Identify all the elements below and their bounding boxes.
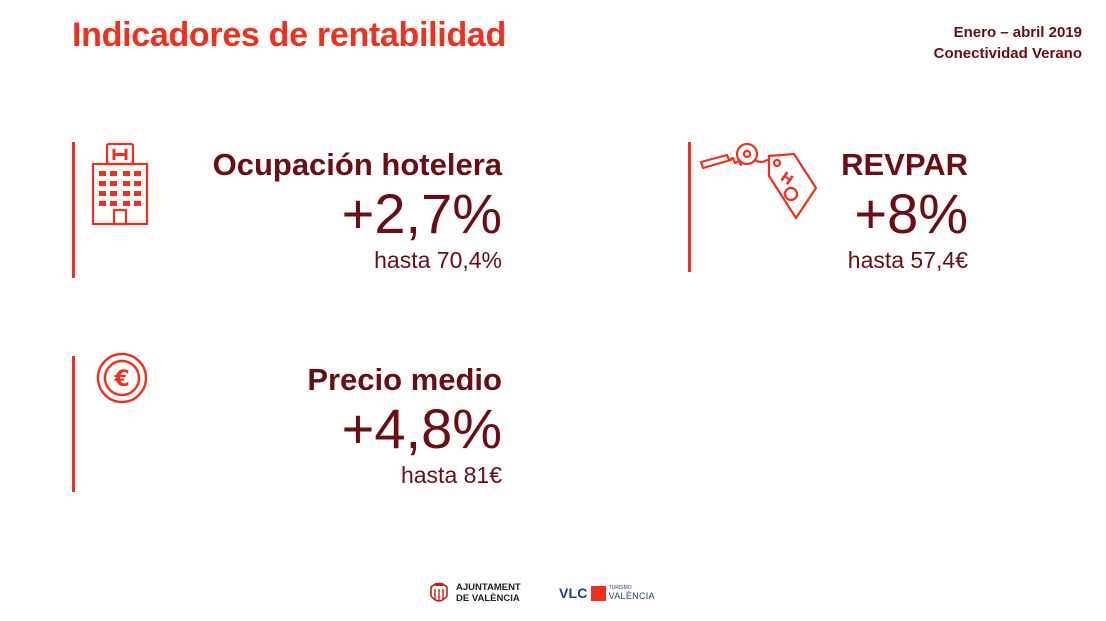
euro-coin-icon: € bbox=[96, 352, 148, 404]
vlc-sub-valencia: VALÈNCIA bbox=[608, 591, 655, 601]
header-period: Enero – abril 2019 bbox=[953, 24, 1082, 41]
hotel-building-icon bbox=[91, 142, 149, 226]
svg-text:H: H bbox=[777, 169, 796, 189]
vlc-logo-text: VLC bbox=[559, 585, 588, 601]
indicator-ocupacion: Ocupación hotelera +2,7% hasta 70,4% bbox=[213, 147, 502, 275]
indicator-sub: hasta 70,4% bbox=[374, 247, 502, 273]
footer: AJUNTAMENT DE VALÈNCIA VLC TURISMO VALÈN… bbox=[0, 579, 1106, 611]
vlc-logo: VLC TURISMO VALÈNCIA bbox=[559, 585, 655, 601]
indicator-sub: hasta 81€ bbox=[400, 462, 502, 488]
indicator-sub: hasta 57,4€ bbox=[847, 247, 968, 273]
coat-of-arms-icon bbox=[430, 582, 448, 602]
indicator-value: +4,8% bbox=[341, 397, 502, 460]
header-meta: Enero – abril 2019 Conectividad Verano bbox=[934, 22, 1082, 64]
page-title: Indicadores de rentabilidad bbox=[72, 16, 506, 54]
indicator-divider bbox=[688, 142, 691, 272]
ajuntament-line2: DE VALÈNCIA bbox=[456, 593, 520, 604]
indicator-value: +2,7% bbox=[341, 182, 502, 245]
indicator-value: +8% bbox=[854, 182, 968, 245]
indicator-label: Precio medio bbox=[307, 362, 502, 397]
indicator-revpar: REVPAR +8% hasta 57,4€ bbox=[841, 147, 968, 275]
ajuntament-logo: AJUNTAMENT DE VALÈNCIA bbox=[428, 579, 521, 607]
indicator-divider bbox=[72, 142, 75, 278]
svg-text:€: € bbox=[113, 367, 129, 392]
header-subtitle: Conectividad Verano bbox=[933, 45, 1082, 62]
vlc-square-icon bbox=[590, 585, 606, 601]
indicator-precio: Precio medio +4,8% hasta 81€ bbox=[307, 362, 502, 490]
key-tag-icon: H bbox=[699, 142, 818, 220]
ajuntament-line1: AJUNTAMENT bbox=[456, 582, 521, 593]
indicator-divider bbox=[72, 356, 75, 492]
vlc-sub-turismo: TURISMO bbox=[608, 585, 632, 591]
indicator-label: Ocupación hotelera bbox=[212, 147, 502, 182]
indicator-label: REVPAR bbox=[841, 147, 968, 182]
